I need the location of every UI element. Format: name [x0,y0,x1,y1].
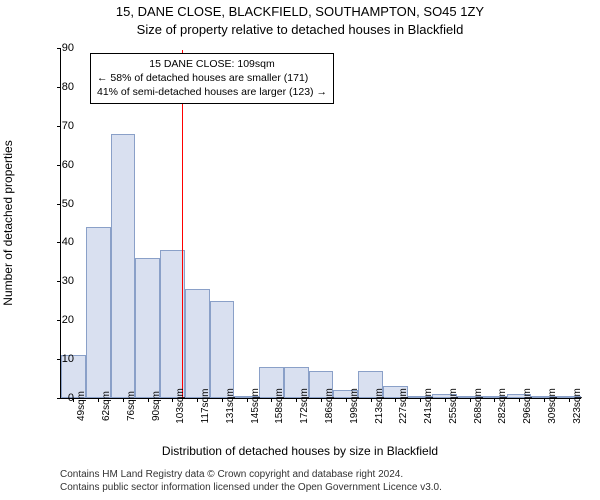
y-tick [57,281,61,282]
y-tick [57,242,61,243]
page-subtitle: Size of property relative to detached ho… [0,22,600,37]
x-tick [148,398,149,402]
footer-attribution: Contains HM Land Registry data © Crown c… [60,469,442,494]
x-tick [247,398,248,402]
x-tick-label: 103sqm [175,388,186,424]
x-tick-label: 90sqm [151,391,162,421]
bar [135,258,160,398]
x-tick [321,398,322,402]
y-tick [57,126,61,127]
x-tick-label: 213sqm [374,388,385,424]
y-tick-label: 10 [62,353,74,365]
bar [86,227,111,398]
x-tick [172,398,173,402]
y-tick-label: 60 [62,159,74,171]
x-tick-label: 49sqm [76,391,87,421]
x-tick-label: 76sqm [126,391,137,421]
x-tick-label: 199sqm [349,388,360,424]
x-tick [395,398,396,402]
x-tick [494,398,495,402]
x-tick-label: 172sqm [299,388,310,424]
x-tick [346,398,347,402]
x-tick-label: 255sqm [448,388,459,424]
annotation-line3: 41% of semi-detached houses are larger (… [97,85,327,99]
y-tick [57,165,61,166]
footer-line1: Contains HM Land Registry data © Crown c… [60,469,442,482]
page-title: 15, DANE CLOSE, BLACKFIELD, SOUTHAMPTON,… [0,4,600,19]
y-tick-label: 30 [62,275,74,287]
x-tick [222,398,223,402]
x-tick [519,398,520,402]
annotation-box: 15 DANE CLOSE: 109sqm ← 58% of detached … [90,53,334,104]
x-tick [445,398,446,402]
y-tick-label: 20 [62,314,74,326]
x-tick [544,398,545,402]
x-tick [197,398,198,402]
x-tick [296,398,297,402]
x-tick [123,398,124,402]
x-tick-label: 227sqm [398,388,409,424]
y-tick-label: 70 [62,120,74,132]
x-tick [470,398,471,402]
bar [111,134,136,398]
y-tick [57,320,61,321]
x-tick [569,398,570,402]
y-tick [57,359,61,360]
x-tick-label: 186sqm [324,388,335,424]
x-tick-label: 117sqm [200,389,211,424]
x-tick-label: 131sqm [225,388,236,424]
y-tick [57,398,61,399]
x-axis-title: Distribution of detached houses by size … [0,444,600,458]
y-tick-label: 80 [62,81,74,93]
annotation-line2: ← 58% of detached houses are smaller (17… [97,71,327,85]
x-tick [271,398,272,402]
y-tick [57,48,61,49]
x-tick [98,398,99,402]
y-tick-label: 40 [62,236,74,248]
x-tick-label: 323sqm [572,388,583,424]
bar [185,289,210,398]
y-tick-label: 90 [62,42,74,54]
x-tick-label: 309sqm [547,388,558,424]
bar [210,301,235,398]
y-tick [57,87,61,88]
x-tick-label: 268sqm [473,388,484,424]
x-tick [420,398,421,402]
x-tick-label: 282sqm [497,388,508,424]
x-tick [371,398,372,402]
x-tick-label: 158sqm [274,388,285,424]
y-tick-label: 50 [62,198,74,210]
x-tick-label: 145sqm [250,388,261,424]
y-axis-title: Number of detached properties [1,140,15,305]
y-tick-label: 0 [68,392,74,404]
x-tick-label: 241sqm [423,388,434,424]
footer-line2: Contains public sector information licen… [60,482,442,495]
x-tick-label: 62sqm [101,391,112,421]
x-tick-label: 296sqm [522,388,533,424]
annotation-line1: 15 DANE CLOSE: 109sqm [97,57,327,71]
y-tick [57,204,61,205]
